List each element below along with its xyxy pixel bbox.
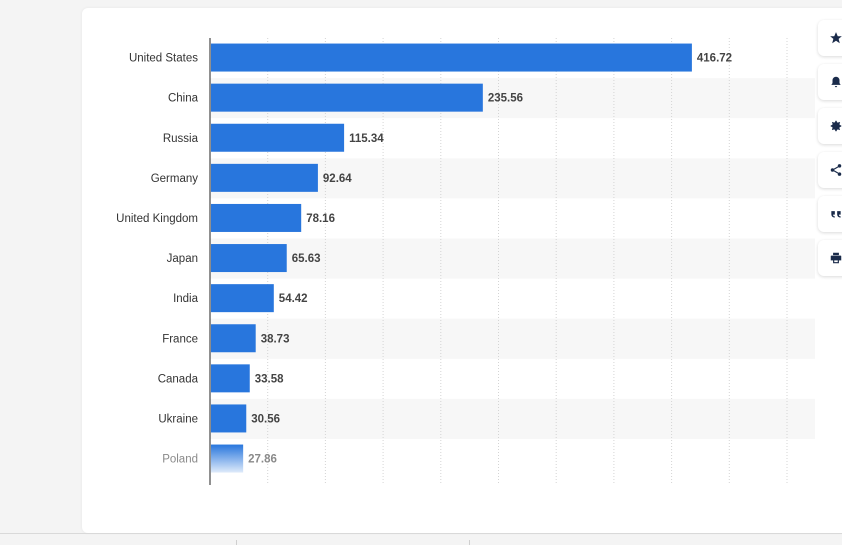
category-label: Ukraine bbox=[158, 413, 198, 425]
bar[interactable] bbox=[211, 203, 302, 232]
gear-icon bbox=[830, 120, 842, 132]
row-band bbox=[210, 398, 815, 439]
bar[interactable] bbox=[211, 284, 274, 313]
category-labels: United States China Russia Germany United Ki… bbox=[116, 53, 198, 466]
bar[interactable] bbox=[211, 364, 250, 393]
bell-icon bbox=[831, 76, 841, 88]
category-label: Russia bbox=[163, 133, 199, 145]
category-label: Japan bbox=[167, 253, 198, 265]
row-bands bbox=[210, 78, 815, 439]
bar[interactable] bbox=[211, 83, 483, 112]
value-label: 33.58 bbox=[255, 373, 284, 385]
favorite-button[interactable] bbox=[818, 20, 842, 56]
value-label: 78.16 bbox=[306, 213, 335, 225]
share-button[interactable] bbox=[818, 152, 842, 188]
value-label: 54.42 bbox=[279, 293, 308, 305]
quote-icon bbox=[831, 211, 841, 218]
cite-button[interactable] bbox=[818, 196, 842, 232]
settings-button[interactable] bbox=[818, 108, 842, 144]
category-label: Germany bbox=[151, 173, 199, 185]
row-band bbox=[210, 238, 815, 279]
value-label: 416.72 bbox=[697, 53, 732, 65]
bar[interactable] bbox=[211, 163, 318, 192]
bars bbox=[211, 43, 692, 473]
star-icon bbox=[830, 32, 842, 44]
category-label: Poland bbox=[162, 454, 198, 466]
share-icon bbox=[830, 164, 842, 176]
footer-tick bbox=[236, 540, 237, 545]
footer-tick bbox=[469, 540, 470, 545]
category-label: Canada bbox=[158, 373, 199, 385]
category-label: China bbox=[168, 93, 199, 105]
value-label: 115.34 bbox=[349, 133, 384, 145]
value-label: 65.63 bbox=[292, 253, 321, 265]
row-band bbox=[210, 318, 815, 359]
value-label: 27.86 bbox=[248, 454, 277, 466]
bar[interactable] bbox=[211, 444, 244, 473]
bar[interactable] bbox=[211, 324, 256, 353]
notification-button[interactable] bbox=[818, 64, 842, 100]
footer-divider bbox=[0, 533, 842, 534]
bar[interactable] bbox=[211, 43, 692, 72]
value-labels: 416.72 235.56 115.34 92.64 78.16 65.63 54.42 38… bbox=[248, 53, 732, 466]
category-label: United Kingdom bbox=[116, 213, 198, 225]
bar[interactable] bbox=[211, 404, 247, 433]
value-label: 30.56 bbox=[251, 413, 280, 425]
category-label: France bbox=[162, 333, 198, 345]
bar[interactable] bbox=[211, 244, 287, 273]
print-icon bbox=[830, 252, 842, 264]
bar[interactable] bbox=[211, 123, 345, 152]
category-label: India bbox=[173, 293, 199, 305]
print-button[interactable] bbox=[818, 240, 842, 276]
category-label: United States bbox=[129, 53, 198, 65]
value-label: 235.56 bbox=[488, 93, 523, 105]
value-label: 92.64 bbox=[323, 173, 352, 185]
value-label: 38.73 bbox=[261, 333, 290, 345]
